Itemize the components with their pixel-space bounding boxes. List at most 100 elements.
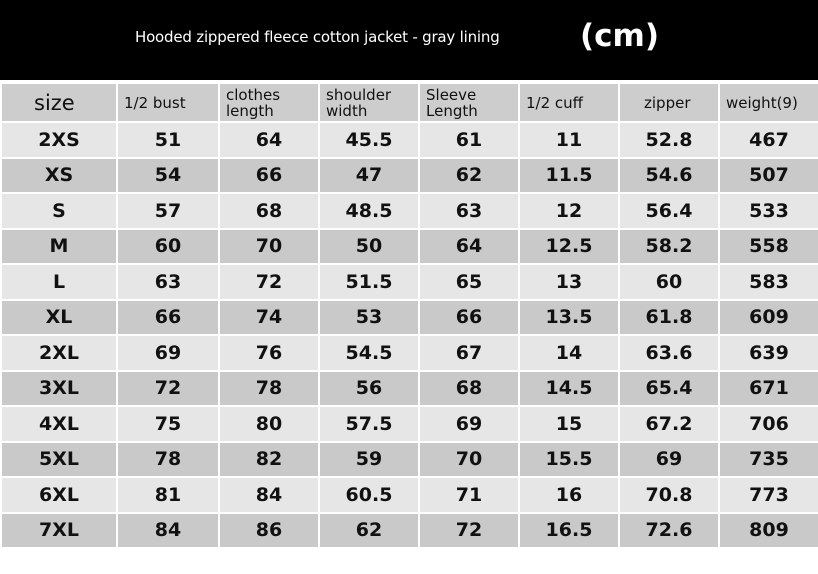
- value-cell: 45.5: [318, 121, 420, 159]
- table-row: 4XL 75 80 57.5 69 15 67.2 706: [0, 405, 818, 443]
- table-row: S 57 68 48.5 63 12 56.4 533: [0, 192, 818, 230]
- value-cell: 53: [318, 298, 420, 336]
- value-cell: 69: [418, 405, 520, 443]
- column-header: 1/2 cuff: [518, 82, 620, 123]
- value-cell: 467: [718, 121, 818, 159]
- value-cell: 507: [718, 156, 818, 194]
- unit-label: (cm): [580, 18, 660, 54]
- value-cell: 78: [218, 369, 320, 407]
- value-cell: 64: [418, 227, 520, 265]
- value-cell: 11: [518, 121, 620, 159]
- value-cell: 62: [318, 511, 420, 549]
- value-cell: 69: [116, 334, 220, 372]
- value-cell: 51: [116, 121, 220, 159]
- value-cell: 15: [518, 405, 620, 443]
- value-cell: 12: [518, 192, 620, 230]
- value-cell: 54: [116, 156, 220, 194]
- value-cell: 16: [518, 476, 620, 514]
- value-cell: 47: [318, 156, 420, 194]
- value-cell: 66: [116, 298, 220, 336]
- value-cell: 65.4: [618, 369, 720, 407]
- size-cell: 2XL: [0, 334, 118, 372]
- size-cell: 3XL: [0, 369, 118, 407]
- size-cell: M: [0, 227, 118, 265]
- value-cell: 68: [218, 192, 320, 230]
- table-row: 2XL 69 76 54.5 67 14 63.6 639: [0, 334, 818, 372]
- column-header: size: [0, 82, 118, 123]
- value-cell: 69: [618, 440, 720, 478]
- value-cell: 63.6: [618, 334, 720, 372]
- value-cell: 86: [218, 511, 320, 549]
- size-cell: S: [0, 192, 118, 230]
- value-cell: 57.5: [318, 405, 420, 443]
- value-cell: 533: [718, 192, 818, 230]
- size-cell: 5XL: [0, 440, 118, 478]
- value-cell: 54.6: [618, 156, 720, 194]
- value-cell: 56: [318, 369, 420, 407]
- table-row: L 63 72 51.5 65 13 60 583: [0, 263, 818, 301]
- value-cell: 63: [418, 192, 520, 230]
- value-cell: 74: [218, 298, 320, 336]
- value-cell: 56.4: [618, 192, 720, 230]
- column-header: clothes length: [218, 82, 320, 123]
- column-header: weight(9): [718, 82, 818, 123]
- value-cell: 70: [418, 440, 520, 478]
- value-cell: 12.5: [518, 227, 620, 265]
- value-cell: 639: [718, 334, 818, 372]
- size-cell: 7XL: [0, 511, 118, 549]
- value-cell: 59: [318, 440, 420, 478]
- size-cell: 6XL: [0, 476, 118, 514]
- value-cell: 71: [418, 476, 520, 514]
- value-cell: 583: [718, 263, 818, 301]
- value-cell: 72.6: [618, 511, 720, 549]
- value-cell: 706: [718, 405, 818, 443]
- value-cell: 62: [418, 156, 520, 194]
- value-cell: 64: [218, 121, 320, 159]
- value-cell: 11.5: [518, 156, 620, 194]
- value-cell: 52.8: [618, 121, 720, 159]
- value-cell: 82: [218, 440, 320, 478]
- value-cell: 14: [518, 334, 620, 372]
- value-cell: 72: [418, 511, 520, 549]
- table-row: XS 54 66 47 62 11.5 54.6 507: [0, 156, 818, 194]
- size-cell: 4XL: [0, 405, 118, 443]
- value-cell: 57: [116, 192, 220, 230]
- value-cell: 609: [718, 298, 818, 336]
- value-cell: 63: [116, 263, 220, 301]
- table-row: M 60 70 50 64 12.5 58.2 558: [0, 227, 818, 265]
- value-cell: 66: [418, 298, 520, 336]
- value-cell: 60.5: [318, 476, 420, 514]
- value-cell: 58.2: [618, 227, 720, 265]
- size-cell: XL: [0, 298, 118, 336]
- column-header: 1/2 bust: [116, 82, 220, 123]
- value-cell: 84: [116, 511, 220, 549]
- value-cell: 558: [718, 227, 818, 265]
- table-row: 7XL 84 86 62 72 16.5 72.6 809: [0, 511, 818, 549]
- value-cell: 671: [718, 369, 818, 407]
- value-cell: 67: [418, 334, 520, 372]
- value-cell: 81: [116, 476, 220, 514]
- value-cell: 72: [116, 369, 220, 407]
- table-row: XL 66 74 53 66 13.5 61.8 609: [0, 298, 818, 336]
- value-cell: 70: [218, 227, 320, 265]
- value-cell: 51.5: [318, 263, 420, 301]
- size-cell: L: [0, 263, 118, 301]
- value-cell: 80: [218, 405, 320, 443]
- column-header: Sleeve Length: [418, 82, 520, 123]
- value-cell: 61: [418, 121, 520, 159]
- value-cell: 54.5: [318, 334, 420, 372]
- value-cell: 16.5: [518, 511, 620, 549]
- value-cell: 48.5: [318, 192, 420, 230]
- value-cell: 809: [718, 511, 818, 549]
- column-header: shoulder width: [318, 82, 420, 123]
- value-cell: 68: [418, 369, 520, 407]
- value-cell: 72: [218, 263, 320, 301]
- value-cell: 66: [218, 156, 320, 194]
- column-header: zipper: [618, 82, 720, 123]
- value-cell: 78: [116, 440, 220, 478]
- table-row: 2XS 51 64 45.5 61 11 52.8 467: [0, 121, 818, 159]
- size-cell: XS: [0, 156, 118, 194]
- value-cell: 65: [418, 263, 520, 301]
- table-row: 3XL 72 78 56 68 14.5 65.4 671: [0, 369, 818, 407]
- value-cell: 60: [618, 263, 720, 301]
